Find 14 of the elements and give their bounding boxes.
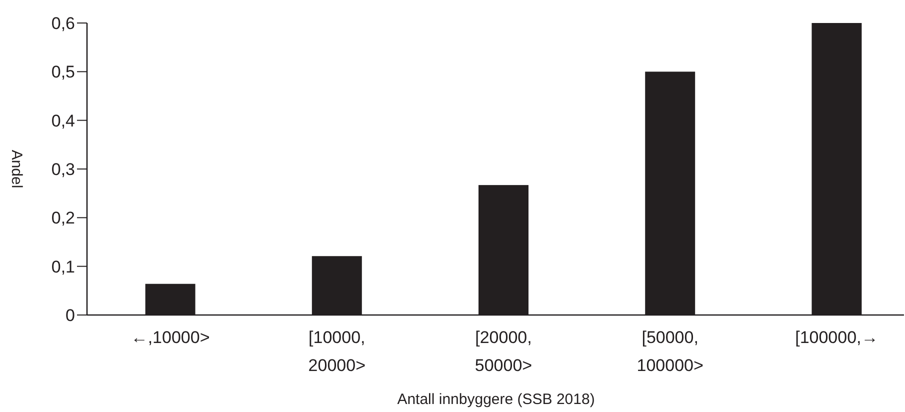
y-tick-label: 0,5 [51,62,75,82]
x-tick-label: [10000, 20000> [308,328,366,375]
y-tick-label: 0,4 [51,111,75,130]
x-tick-label: [100000,→ [795,328,878,347]
x-tick-label: [50000, 100000> [636,328,704,375]
y-tick-label: 0,1 [51,257,75,276]
x-tick-label: [20000, 50000> [474,328,532,375]
x-tick-label: ←,10000> [130,328,210,347]
y-axis-title: Andel [8,150,25,188]
x-axis-title: Antall innbyggere (SSB 2018) [397,391,595,408]
y-tick-label: 0,3 [51,160,75,179]
y-tick-label: 0,6 [51,14,75,33]
y-tick-label: 0,2 [51,208,75,228]
y-tick-label: 0 [66,306,75,325]
